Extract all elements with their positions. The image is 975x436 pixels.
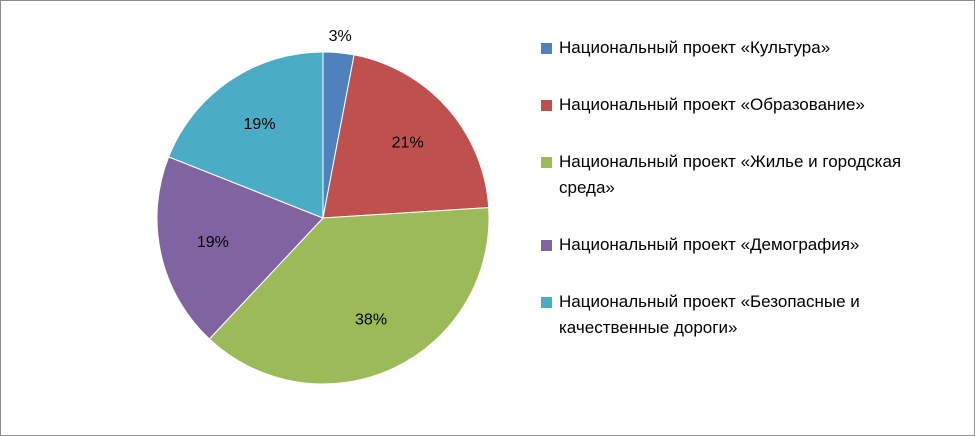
legend: Национальный проект «Культура» Национальн…: [541, 35, 941, 372]
pie-slice: [156, 156, 324, 340]
legend-swatch: [541, 297, 552, 308]
data-label: 21%: [392, 135, 424, 152]
legend-label: Национальный проект «Жилье и городская с…: [559, 152, 902, 197]
pie-slice: [322, 54, 490, 219]
legend-label: Национальный проект «Образование»: [559, 95, 865, 114]
data-label: 19%: [244, 116, 276, 133]
legend-item: Национальный проект «Образование»: [541, 92, 941, 118]
legend-item: Национальный проект «Безопасные и качест…: [541, 289, 941, 341]
legend-item: Национальный проект «Жилье и городская с…: [541, 149, 941, 201]
legend-swatch: [541, 157, 552, 168]
legend-label: Национальный проект «Безопасные и качест…: [559, 292, 860, 337]
legend-item: Национальный проект «Культура»: [541, 35, 941, 61]
pie-slice: [208, 207, 490, 385]
legend-label: Национальный проект «Демография»: [559, 235, 860, 254]
legend-swatch: [541, 43, 552, 54]
legend-item: Национальный проект «Демография»: [541, 232, 941, 258]
legend-swatch: [541, 240, 552, 251]
legend-swatch: [541, 100, 552, 111]
legend-label: Национальный проект «Культура»: [559, 38, 831, 57]
data-label: 3%: [329, 28, 352, 45]
data-label: 19%: [197, 234, 229, 251]
data-label: 38%: [355, 311, 387, 328]
pie-slice: [168, 51, 324, 219]
